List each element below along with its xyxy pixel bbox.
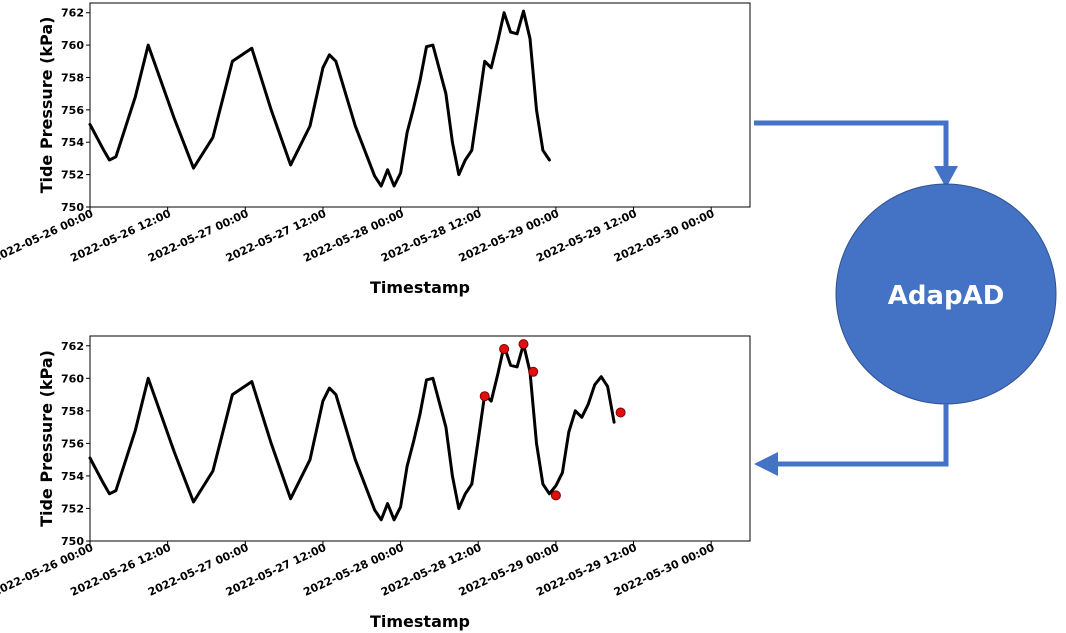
y-tick-label: 754 [61,470,84,483]
y-tick-label: 752 [61,169,84,182]
top-y-ticks: 750 752 754 756 758 760 762 [61,7,90,214]
y-tick-label: 750 [61,201,84,214]
y-tick-label: 750 [61,535,84,548]
y-tick-label: 758 [61,405,84,418]
anomaly-point [479,391,490,402]
y-tick-label: 762 [61,7,84,20]
top-x-axis-label: Timestamp [370,278,470,297]
bottom-y-axis-label: Tide Pressure (kPa) [37,350,56,527]
top-chart: 750 752 754 756 758 760 762 2022-05-26 00:0020… [0,2,751,297]
top-y-axis-label: Tide Pressure (kPa) [37,17,56,194]
bottom-series-line [88,342,616,522]
bottom-anomaly-markers [479,339,626,501]
anomaly-point [499,344,510,354]
flow-arrow-out [754,404,949,476]
y-tick-label: 756 [61,437,84,450]
anomaly-point [518,339,529,350]
bottom-y-ticks: 750 752 754 756 758 760 762 [61,340,90,548]
arrow-left-icon [754,452,778,476]
anomaly-point [615,407,626,418]
bottom-chart: 750 752 754 756 758 760 762 2022-05-26 00:0020… [0,335,751,631]
model-label: AdapAD [888,281,1005,311]
y-tick-label: 760 [61,39,84,52]
y-tick-label: 756 [61,104,84,117]
bottom-plot-frame [89,335,751,542]
model-node: AdapAD [835,183,1057,405]
y-tick-label: 758 [61,71,84,84]
y-tick-label: 762 [61,340,84,353]
top-plot-frame [89,2,751,208]
arrow-down-icon [934,166,958,188]
y-tick-label: 760 [61,372,84,385]
bottom-x-axis-label: Timestamp [370,612,470,631]
anomaly-point [528,366,539,377]
flow-arrow-in [754,120,958,188]
y-tick-label: 754 [61,136,84,149]
anomaly-point [550,490,561,501]
top-series-line [88,9,551,188]
y-tick-label: 752 [61,502,84,515]
